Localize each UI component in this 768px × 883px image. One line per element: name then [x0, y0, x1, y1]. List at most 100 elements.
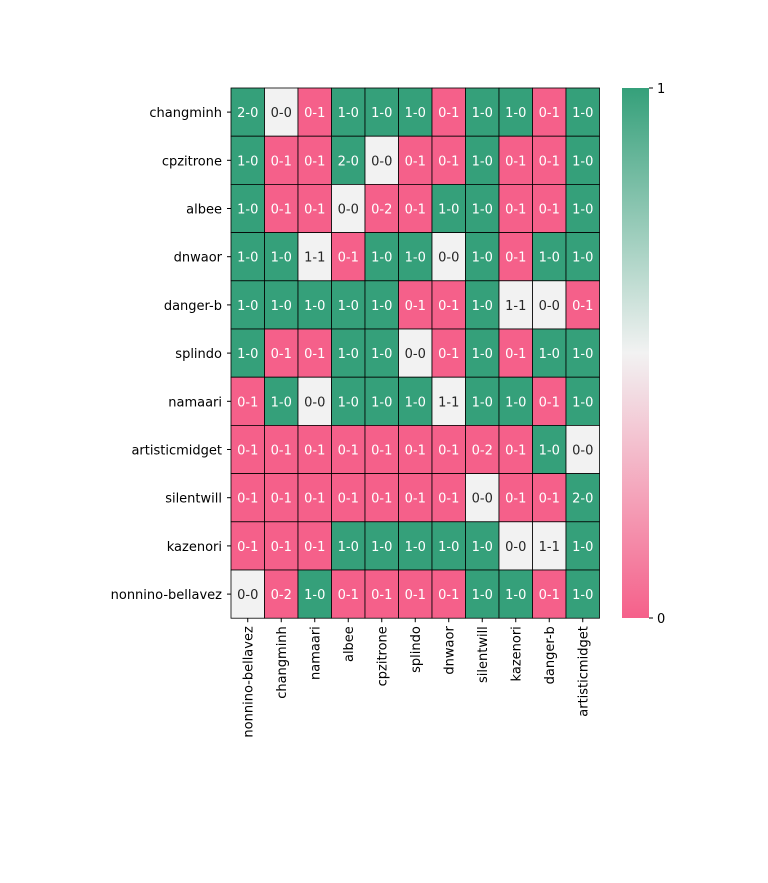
cell-label: 1-0 — [472, 395, 493, 410]
heatmap-cell — [297, 87, 332, 137]
heatmap-cell — [264, 87, 299, 137]
heatmap-cell — [532, 424, 567, 474]
heatmap-cell — [498, 280, 533, 330]
row-label: changminh — [149, 106, 222, 121]
heatmap-cell — [264, 424, 299, 474]
cell-label: 0-1 — [405, 154, 426, 169]
cell-label: 1-0 — [539, 347, 560, 362]
cell-label: 0-1 — [505, 347, 526, 362]
cell-label: 0-1 — [304, 203, 325, 218]
cell-label: 0-1 — [304, 154, 325, 169]
heatmap-cell — [565, 473, 600, 523]
column-label: artisticmidget — [577, 626, 592, 717]
cell-label: 0-1 — [505, 154, 526, 169]
heatmap-cell — [297, 135, 332, 185]
cell-label: 0-1 — [271, 203, 292, 218]
cell-label: 0-0 — [505, 540, 526, 555]
heatmap-cell — [398, 424, 433, 474]
cell-label: 0-1 — [539, 588, 560, 603]
cell-label: 1-0 — [371, 299, 392, 314]
colorbar-tick-high: 1 — [657, 82, 665, 97]
heatmap-cell — [398, 280, 433, 330]
cell-label: 0-1 — [271, 444, 292, 459]
heatmap-cell — [398, 521, 433, 571]
cell-label: 1-0 — [572, 154, 593, 169]
cell-label: 1-0 — [572, 203, 593, 218]
cell-label: 0-1 — [438, 299, 459, 314]
column-label: danger-b — [543, 626, 558, 684]
cell-label: 1-0 — [539, 251, 560, 266]
heatmap-cell — [264, 280, 299, 330]
heatmap-cell — [565, 328, 600, 378]
colorbar-gradient — [622, 88, 649, 618]
heatmap-cell — [498, 521, 533, 571]
cell-label: 1-0 — [438, 203, 459, 218]
cell-label: 0-1 — [237, 492, 258, 507]
cell-label: 0-1 — [405, 492, 426, 507]
cell-label: 0-0 — [237, 588, 258, 603]
cell-label: 0-1 — [438, 154, 459, 169]
heatmap-cell — [465, 473, 500, 523]
row-label: cpzitrone — [162, 154, 222, 169]
heatmap-cell — [565, 569, 600, 619]
cell-label: 1-0 — [271, 395, 292, 410]
cell-label: 1-0 — [572, 540, 593, 555]
heatmap-cell — [431, 183, 466, 233]
cell-label: 0-1 — [271, 492, 292, 507]
heatmap-cell — [465, 376, 500, 426]
heatmap-cell — [297, 376, 332, 426]
cell-label: 1-0 — [472, 203, 493, 218]
cell-label: 0-1 — [539, 106, 560, 121]
heatmap-cell — [498, 232, 533, 282]
cell-label: 1-1 — [539, 540, 560, 555]
cell-label: 1-0 — [572, 395, 593, 410]
cell-label: 2-0 — [572, 492, 593, 507]
heatmap-cell — [297, 232, 332, 282]
row-label: danger-b — [164, 299, 222, 314]
cell-label: 0-1 — [371, 444, 392, 459]
heatmap-cell — [364, 424, 399, 474]
cell-label: 0-1 — [438, 492, 459, 507]
heatmap-cell — [331, 232, 366, 282]
cell-label: 1-0 — [338, 106, 359, 121]
heatmap-cell — [532, 569, 567, 619]
column-labels: nonnino-bellavez changminh namaari albee cpz… — [241, 618, 593, 739]
cell-label: 0-1 — [371, 492, 392, 507]
cell-label: 0-1 — [405, 299, 426, 314]
heatmap-cell — [532, 376, 567, 426]
cell-label: 0-1 — [304, 444, 325, 459]
cell-label: 1-0 — [371, 347, 392, 362]
heatmap-cell — [498, 183, 533, 233]
heatmap-cell — [364, 135, 399, 185]
cell-label: 0-2 — [472, 444, 493, 459]
cell-label: 1-0 — [338, 395, 359, 410]
row-label: nonnino-bellavez — [111, 588, 223, 603]
heatmap-cell — [465, 87, 500, 137]
heatmap-cell — [364, 521, 399, 571]
cell-label: 0-1 — [438, 588, 459, 603]
cell-label: 0-1 — [271, 154, 292, 169]
heatmap-cell — [364, 280, 399, 330]
heatmap-cell — [297, 521, 332, 571]
cell-label: 0-0 — [338, 203, 359, 218]
heatmap-cell — [532, 473, 567, 523]
cell-label: 1-0 — [371, 251, 392, 266]
cell-label: 0-0 — [539, 299, 560, 314]
cell-label: 1-0 — [472, 588, 493, 603]
heatmap-cell — [498, 328, 533, 378]
heatmap-cell — [364, 183, 399, 233]
cell-label: 1-0 — [405, 540, 426, 555]
row-label: dnwaor — [174, 251, 223, 266]
cell-label: 0-1 — [572, 299, 593, 314]
cell-label: 1-0 — [338, 540, 359, 555]
cell-label: 1-0 — [572, 106, 593, 121]
heatmap-cell — [565, 135, 600, 185]
cell-label: 1-0 — [237, 251, 258, 266]
heatmap-cell — [498, 135, 533, 185]
cell-label: 1-0 — [304, 588, 325, 603]
row-label: splindo — [175, 347, 222, 362]
cell-label: 0-1 — [338, 444, 359, 459]
cell-label: 1-0 — [405, 251, 426, 266]
cell-label: 0-1 — [338, 588, 359, 603]
